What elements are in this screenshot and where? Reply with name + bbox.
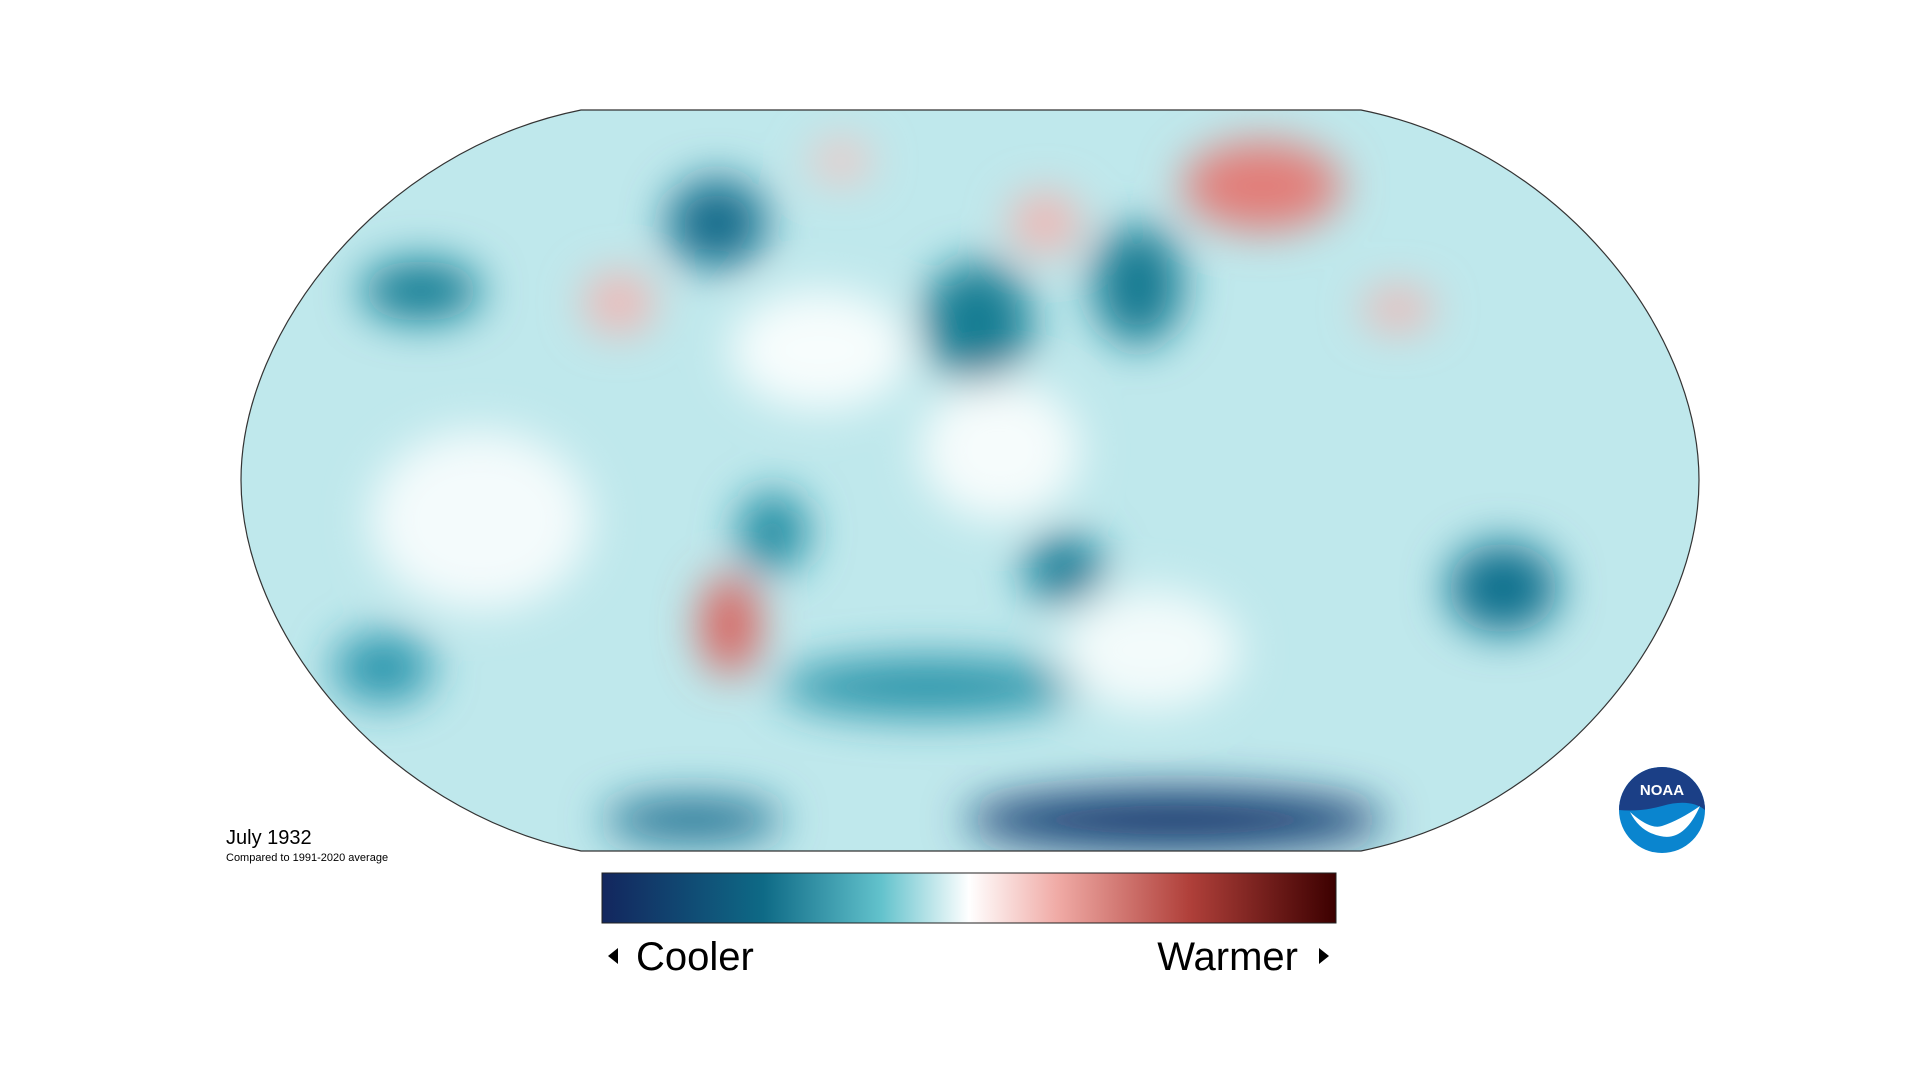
map-subtitle: Compared to 1991-2020 average: [226, 852, 388, 864]
map-outline: [240, 109, 1700, 852]
warmer-arrow: [1319, 948, 1329, 964]
cooler-arrow: [608, 948, 618, 964]
logo-text: NOAA: [1640, 782, 1684, 799]
map-title: July 1932: [226, 827, 312, 849]
noaa-logo: NOAA: [1619, 767, 1705, 853]
legend-low-label: Cooler: [636, 935, 754, 979]
color-bar: [601, 872, 1337, 924]
legend-high-label: Warmer: [1157, 935, 1298, 979]
anomaly-map: [241, 110, 1699, 851]
